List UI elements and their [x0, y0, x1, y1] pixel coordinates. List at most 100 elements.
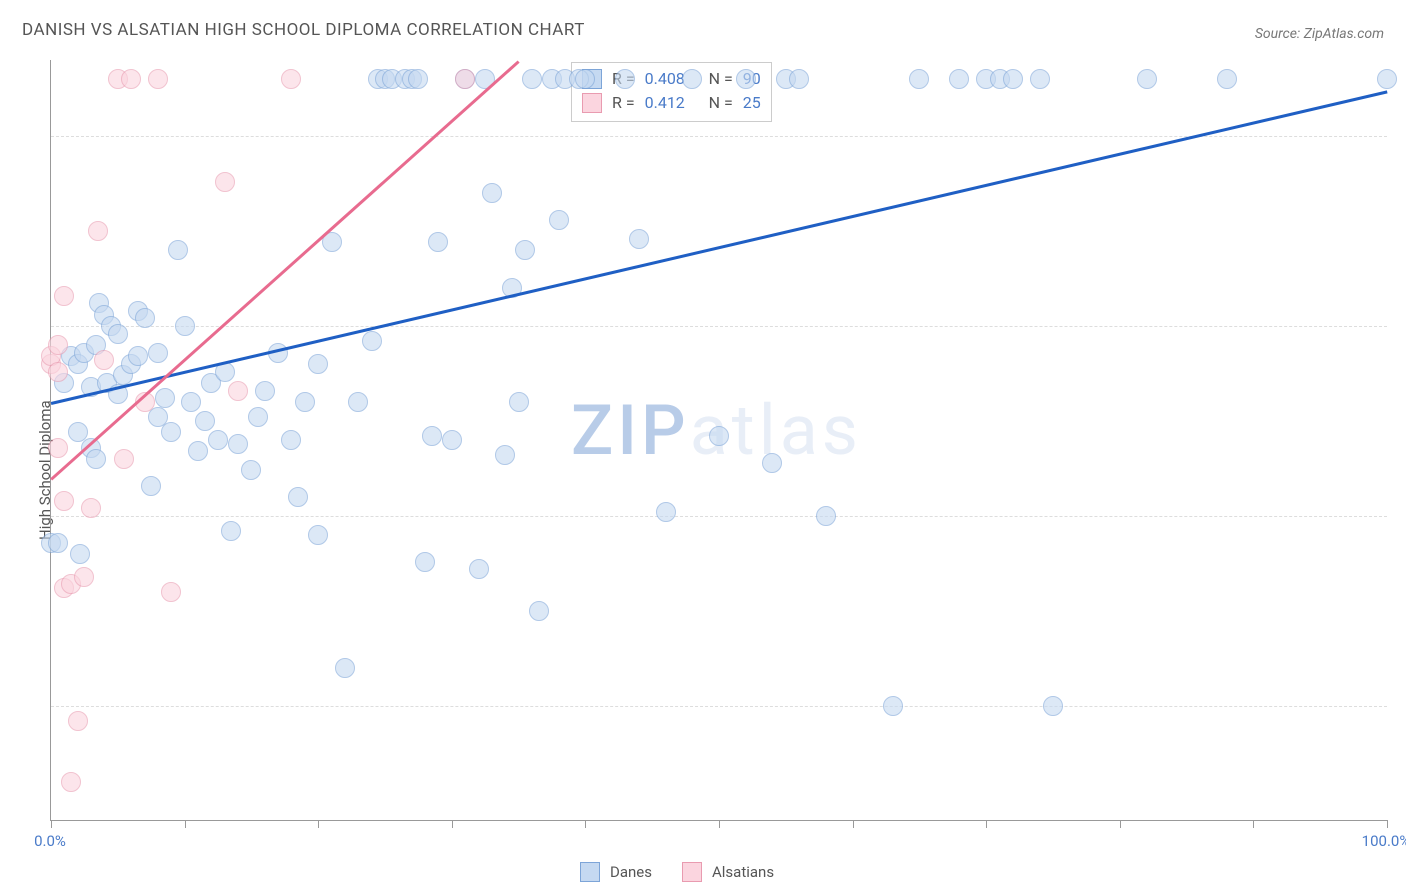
scatter-point: [121, 69, 141, 89]
scatter-point: [549, 210, 569, 230]
xtick: [585, 820, 586, 828]
scatter-point: [909, 69, 929, 89]
scatter-point: [228, 381, 248, 401]
scatter-point: [348, 392, 368, 412]
n-value: 25: [743, 91, 761, 115]
scatter-point: [816, 506, 836, 526]
scatter-point: [789, 69, 809, 89]
r-label: R =: [612, 91, 635, 115]
scatter-point: [155, 388, 175, 408]
gridline-y: [51, 326, 1387, 327]
scatter-point: [215, 172, 235, 192]
scatter-point: [81, 498, 101, 518]
scatter-point: [175, 316, 195, 336]
n-label: N =: [709, 91, 733, 115]
xtick: [719, 820, 720, 828]
scatter-point: [469, 559, 489, 579]
xtick-label: 0.0%: [34, 832, 66, 850]
scatter-point: [428, 232, 448, 252]
scatter-point: [362, 331, 382, 351]
trend-line: [50, 60, 519, 480]
scatter-point: [1043, 696, 1063, 716]
trend-line: [51, 90, 1388, 404]
scatter-point: [48, 533, 68, 553]
xtick-label: 100.0%: [1362, 832, 1406, 850]
scatter-point: [575, 69, 595, 89]
scatter-point: [94, 350, 114, 370]
scatter-point: [615, 69, 635, 89]
scatter-point: [509, 392, 529, 412]
scatter-point: [54, 286, 74, 306]
scatter-point: [288, 487, 308, 507]
xtick: [853, 820, 854, 828]
gridline-y: [51, 516, 1387, 517]
scatter-point: [128, 346, 148, 366]
scatter-point: [48, 362, 68, 382]
scatter-point: [48, 335, 68, 355]
legend-swatch: [582, 93, 602, 113]
chart-title: DANISH VS ALSATIAN HIGH SCHOOL DIPLOMA C…: [22, 20, 585, 40]
scatter-point: [1137, 69, 1157, 89]
scatter-point: [308, 525, 328, 545]
legend-label: Danes: [610, 863, 652, 881]
scatter-point: [482, 183, 502, 203]
legend-row: R =0.412N =25: [582, 91, 761, 115]
scatter-point: [74, 567, 94, 587]
scatter-point: [529, 601, 549, 621]
xtick: [1120, 820, 1121, 828]
plot-area: ZIPatlas R =0.408N =90R =0.412N =25 85.0…: [50, 60, 1387, 821]
scatter-point: [281, 430, 301, 450]
legend-label: Alsatians: [712, 863, 774, 881]
xtick: [986, 820, 987, 828]
scatter-point: [308, 354, 328, 374]
scatter-point: [415, 552, 435, 572]
source-label: Source: ZipAtlas.com: [1255, 26, 1384, 42]
scatter-point: [762, 453, 782, 473]
scatter-point: [1217, 69, 1237, 89]
scatter-point: [86, 449, 106, 469]
xtick: [452, 820, 453, 828]
legend-series: Danes Alsatians: [580, 862, 794, 882]
scatter-point: [161, 422, 181, 442]
scatter-point: [228, 434, 248, 454]
scatter-point: [255, 381, 275, 401]
gridline-y: [51, 706, 1387, 707]
scatter-point: [195, 411, 215, 431]
scatter-point: [168, 240, 188, 260]
legend-row: R =0.408N =90: [582, 67, 761, 91]
scatter-point: [682, 69, 702, 89]
ytick-label: 85.0%: [1402, 697, 1406, 715]
scatter-point: [1003, 69, 1023, 89]
scatter-point: [181, 392, 201, 412]
scatter-point: [48, 438, 68, 458]
scatter-point: [1030, 69, 1050, 89]
scatter-point: [455, 69, 475, 89]
scatter-point: [335, 658, 355, 678]
scatter-point: [148, 343, 168, 363]
xtick: [1253, 820, 1254, 828]
legend-swatch: [682, 862, 702, 882]
ytick-label: 90.0%: [1402, 507, 1406, 525]
scatter-point: [161, 582, 181, 602]
scatter-point: [883, 696, 903, 716]
scatter-point: [629, 229, 649, 249]
scatter-point: [656, 502, 676, 522]
ytick-label: 95.0%: [1402, 317, 1406, 335]
scatter-point: [295, 392, 315, 412]
scatter-point: [108, 324, 128, 344]
scatter-point: [736, 69, 756, 89]
scatter-point: [208, 430, 228, 450]
xtick: [185, 820, 186, 828]
scatter-point: [709, 426, 729, 446]
scatter-point: [442, 430, 462, 450]
scatter-point: [114, 449, 134, 469]
scatter-point: [188, 441, 208, 461]
scatter-point: [148, 69, 168, 89]
scatter-point: [61, 772, 81, 792]
xtick: [318, 820, 319, 828]
scatter-point: [422, 426, 442, 446]
scatter-point: [141, 476, 161, 496]
scatter-point: [135, 308, 155, 328]
scatter-point: [88, 221, 108, 241]
scatter-point: [54, 491, 74, 511]
